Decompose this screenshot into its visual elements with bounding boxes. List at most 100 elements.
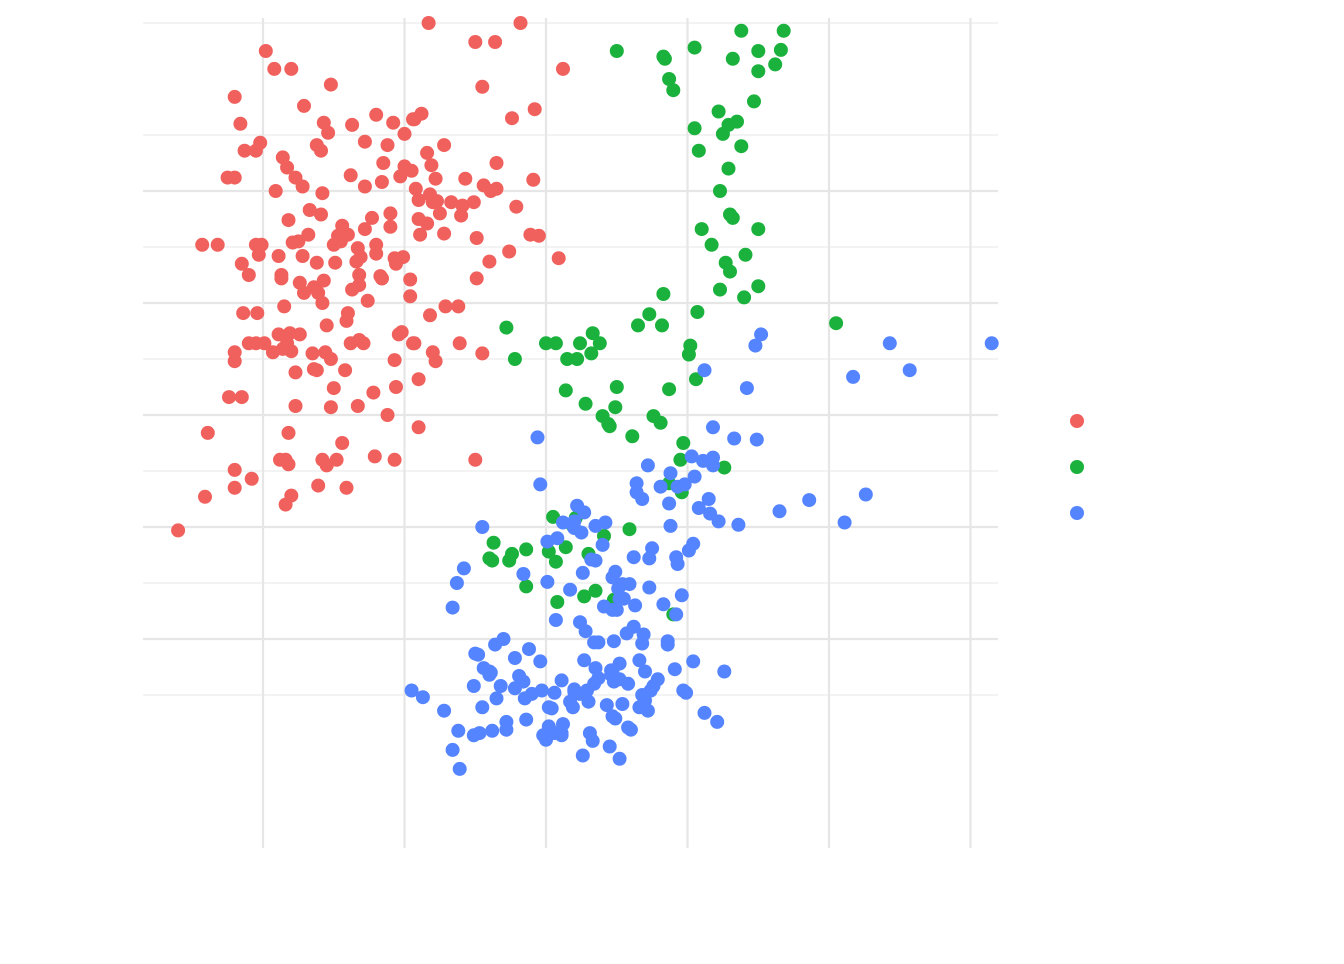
data-point-series-2 [609,44,624,58]
data-point-series-3 [507,651,522,665]
data-point-series-1 [297,285,311,300]
data-point-series-2 [690,305,705,319]
data-point-series-1 [319,318,334,333]
data-point-series-1 [271,249,286,263]
data-point-series-1 [482,254,497,269]
data-point-series-1 [408,181,423,196]
data-point-series-2 [734,23,749,38]
data-point-series-3 [676,683,691,698]
data-point-series-1 [356,336,371,351]
data-point-series-1 [437,138,452,153]
data-point-series-2 [704,237,719,252]
data-point-series-3 [548,613,563,627]
grid-major [143,18,998,848]
data-point-series-3 [663,518,678,533]
data-point-series-3 [653,479,668,494]
data-point-series-1 [195,237,210,252]
data-point-series-2 [548,554,563,569]
data-point-series-3 [656,597,671,612]
data-point-series-1 [171,523,186,538]
data-point-series-1 [432,206,447,221]
data-point-series-3 [650,672,665,687]
data-point-series-1 [315,296,330,310]
data-point-series-2 [715,126,730,141]
data-point-series-1 [328,255,343,270]
data-point-series-3 [706,450,720,465]
data-point-series-1 [387,452,402,467]
data-point-series-1 [414,106,429,121]
data-point-series-1 [367,449,382,464]
data-point-series-3 [684,449,699,464]
data-point-series-3 [516,567,531,581]
data-point-series-1 [339,480,354,495]
data-point-series-3 [691,501,706,515]
data-point-series-1 [281,425,296,440]
data-point-series-3 [632,653,647,668]
data-point-series-1 [234,390,249,405]
data-point-series-2 [539,336,553,351]
data-point-series-1 [241,268,256,282]
data-point-series-2 [773,42,788,57]
data-point-series-3 [554,673,569,688]
data-point-series-1 [475,346,490,361]
data-point-series-1 [277,299,292,314]
data-point-series-2 [768,57,783,72]
data-point-series-3 [749,432,764,447]
data-point-series-1 [425,345,440,360]
data-point-series-1 [297,98,311,113]
data-point-series-1 [198,489,212,504]
data-point-series-1 [284,488,299,503]
data-point-series-2 [657,51,672,66]
data-point-series-2 [507,352,522,366]
data-point-series-1 [438,299,453,314]
data-point-series-1 [469,231,484,245]
data-point-series-2 [655,318,669,333]
data-point-series-3 [519,712,534,727]
data-point-series-2 [776,23,791,38]
data-point-series-1 [383,219,398,234]
data-point-series-1 [326,381,341,396]
data-point-series-1 [383,206,398,221]
data-point-series-3 [556,515,570,530]
data-point-series-3 [669,607,684,622]
data-point-series-3 [452,761,467,776]
data-point-series-1 [489,156,504,170]
data-point-series-1 [220,170,235,185]
data-point-series-2 [584,346,599,361]
data-point-series-1 [421,16,436,30]
data-points [171,16,999,776]
data-point-series-2 [829,316,844,331]
data-point-series-1 [248,143,263,158]
data-point-series-2 [602,419,617,434]
data-point-series-1 [258,44,273,58]
legend-key-series-1 [1070,414,1084,428]
data-point-series-1 [316,273,331,288]
data-point-series-1 [556,61,570,76]
data-point-series-3 [468,646,483,661]
data-point-series-3 [540,574,555,589]
data-point-series-1 [250,306,265,321]
data-point-series-1 [323,400,338,415]
data-point-series-2 [585,326,600,341]
data-point-series-1 [281,457,296,472]
data-point-series-3 [660,637,675,652]
data-point-series-2 [656,287,671,301]
data-point-series-1 [349,254,364,269]
data-point-series-3 [687,469,702,484]
data-point-series-3 [575,565,590,580]
data-point-series-2 [592,336,607,351]
data-point-series-1 [309,363,324,378]
data-point-series-1 [311,478,326,493]
legend [1070,414,1084,520]
data-point-series-2 [558,540,573,555]
data-point-series-1 [428,171,443,186]
data-point-series-2 [622,522,637,537]
data-point-series-1 [295,179,310,194]
data-point-series-2 [573,336,587,351]
data-point-series-2 [689,372,703,387]
data-point-series-3 [544,701,559,716]
data-point-series-3 [565,700,580,715]
data-point-series-3 [711,514,726,529]
data-point-series-3 [449,576,464,590]
